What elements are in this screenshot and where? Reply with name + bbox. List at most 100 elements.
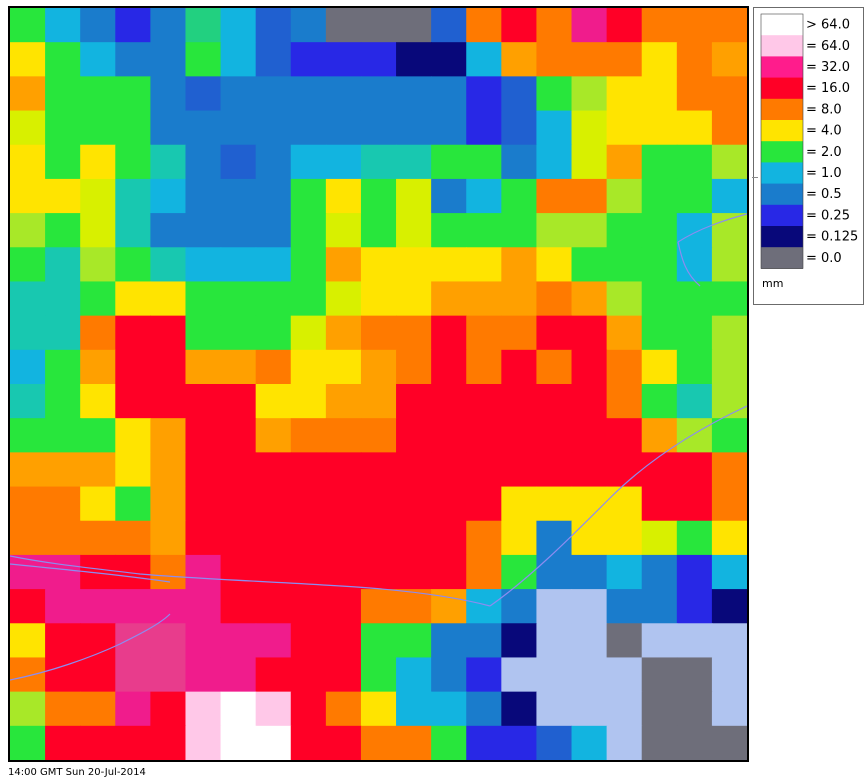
grid-cell [115, 418, 151, 453]
grid-cell [606, 8, 643, 43]
grid-cell [431, 452, 467, 488]
grid-cell [220, 384, 257, 419]
grid-cell [220, 349, 257, 385]
grid-cell [501, 349, 538, 385]
grid-cell [325, 691, 362, 727]
grid-cell [536, 520, 573, 556]
grid-cell [466, 281, 502, 317]
precipitation-map[interactable] [8, 6, 749, 762]
grid-cell [571, 520, 608, 556]
grid-cell [536, 623, 573, 659]
grid-cell [290, 178, 327, 214]
grid-cell [45, 110, 81, 146]
grid-cell [115, 384, 151, 419]
grid-cell [45, 384, 81, 419]
grid-cell [360, 452, 397, 488]
grid-cell [571, 623, 608, 659]
grid-cell [466, 554, 502, 590]
grid-cell [711, 349, 747, 385]
grid-cell [325, 589, 362, 624]
grid-cell [571, 8, 608, 43]
grid-cell [10, 42, 46, 77]
legend-swatch [761, 204, 803, 227]
grid-cell [115, 281, 151, 317]
grid-cell [290, 452, 327, 488]
grid-cell [325, 657, 362, 693]
grid-cell [536, 384, 573, 419]
grid-cell [115, 247, 151, 283]
grid-cell [255, 486, 292, 522]
legend-label: = 0.0 [806, 251, 842, 266]
grid-cell [10, 384, 46, 419]
grid-cell [150, 213, 187, 248]
grid-cell [431, 110, 467, 146]
grid-cell [711, 315, 747, 351]
grid-cell [676, 213, 713, 248]
grid-cell [501, 76, 538, 112]
grid-cell [711, 520, 747, 556]
grid-cell [466, 589, 502, 624]
grid-cell [325, 452, 362, 488]
grid-cell [641, 213, 678, 248]
grid-cell [80, 42, 116, 77]
grid-cell [571, 418, 608, 453]
grid-cell [290, 589, 327, 624]
grid-cell [501, 8, 538, 43]
grid-cell [396, 418, 432, 453]
grid-cell [45, 520, 81, 556]
grid-cell [711, 247, 747, 283]
grid-cell [431, 8, 467, 43]
grid-cell [571, 589, 608, 624]
grid-cell [360, 247, 397, 283]
grid-cell [606, 144, 643, 180]
grid-cell [676, 520, 713, 556]
grid-cell [606, 486, 643, 522]
grid-cell [10, 554, 46, 590]
grid-cell [711, 418, 747, 453]
grid-cell [571, 725, 608, 760]
grid-cell [255, 384, 292, 419]
grid-cell [10, 452, 46, 488]
grid-cell [431, 486, 467, 522]
grid-cell [360, 144, 397, 180]
grid-cell [10, 247, 46, 283]
grid-cell [396, 657, 432, 693]
grid-cell [536, 418, 573, 453]
grid-cell [431, 657, 467, 693]
grid-cell [571, 691, 608, 727]
grid-cell [466, 247, 502, 283]
grid-cell [501, 144, 538, 180]
grid-cell [10, 589, 46, 624]
precipitation-grid [10, 8, 747, 760]
grid-cell [325, 178, 362, 214]
grid-cell [290, 520, 327, 556]
grid-cell [711, 76, 747, 112]
grid-cell [220, 247, 257, 283]
grid-cell [431, 725, 467, 760]
grid-cell [255, 42, 292, 77]
grid-cell [711, 486, 747, 522]
grid-cell [431, 281, 467, 317]
grid-cell [466, 349, 502, 385]
grid-cell [676, 384, 713, 419]
grid-cell [10, 315, 46, 351]
grid-cell [150, 144, 187, 180]
grid-cell [501, 725, 538, 760]
grid-cell [45, 144, 81, 180]
grid-cell [360, 349, 397, 385]
grid-cell [431, 315, 467, 351]
grid-cell [536, 213, 573, 248]
grid-cell [641, 76, 678, 112]
grid-cell [255, 76, 292, 112]
grid-cell [676, 691, 713, 727]
grid-cell [185, 281, 222, 317]
grid-cell [290, 247, 327, 283]
grid-cell [536, 691, 573, 727]
grid-cell [431, 589, 467, 624]
grid-cell [606, 281, 643, 317]
grid-cell [641, 281, 678, 317]
grid-cell [571, 42, 608, 77]
grid-cell [641, 452, 678, 488]
grid-cell [290, 418, 327, 453]
grid-cell [641, 554, 678, 590]
